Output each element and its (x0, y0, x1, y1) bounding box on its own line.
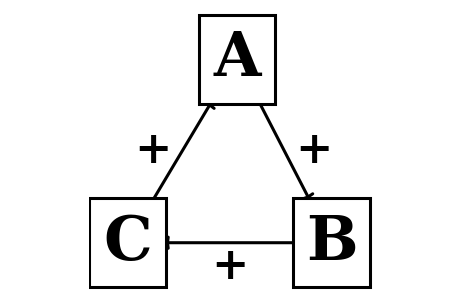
Text: +: + (211, 245, 248, 288)
Bar (199, 15, 275, 104)
Text: A: A (213, 29, 261, 89)
Text: C: C (103, 213, 152, 273)
Text: B: B (306, 213, 357, 273)
Text: +: + (134, 129, 171, 173)
Bar (293, 198, 370, 287)
Bar (89, 198, 166, 287)
Text: +: + (295, 129, 333, 173)
